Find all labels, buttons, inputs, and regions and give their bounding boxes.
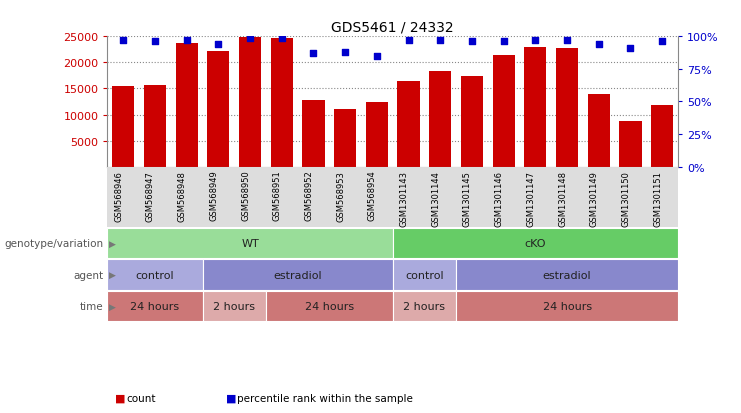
Point <box>402 38 414 44</box>
Bar <box>556 49 578 167</box>
Point <box>244 35 256 42</box>
Text: GSM568953: GSM568953 <box>336 170 345 221</box>
Point <box>276 35 288 42</box>
Text: GSM1301143: GSM1301143 <box>399 170 408 226</box>
Bar <box>112 87 134 167</box>
Text: WT: WT <box>242 238 259 249</box>
Title: GDS5461 / 24332: GDS5461 / 24332 <box>331 21 454 35</box>
Point <box>117 38 129 44</box>
Text: GSM1301150: GSM1301150 <box>622 170 631 226</box>
Text: agent: agent <box>73 270 104 280</box>
Text: GSM1301144: GSM1301144 <box>431 170 440 226</box>
Text: GSM568946: GSM568946 <box>114 170 123 221</box>
Point <box>371 53 383 60</box>
Text: GSM1301147: GSM1301147 <box>526 170 535 226</box>
Bar <box>651 106 674 167</box>
Text: GSM1301148: GSM1301148 <box>558 170 567 226</box>
Point <box>625 45 637 52</box>
Text: count: count <box>126 393 156 403</box>
Bar <box>366 103 388 167</box>
Text: 2 hours: 2 hours <box>403 301 445 311</box>
Point <box>434 38 446 44</box>
Text: 2 hours: 2 hours <box>213 301 255 311</box>
Text: 24 hours: 24 hours <box>130 301 179 311</box>
Bar <box>239 38 261 167</box>
Text: control: control <box>136 270 174 280</box>
Point <box>466 39 478 46</box>
Bar <box>393 291 456 321</box>
Text: GSM568948: GSM568948 <box>178 170 187 221</box>
Text: GSM568950: GSM568950 <box>241 170 250 221</box>
Point <box>149 39 161 46</box>
Point <box>498 39 510 46</box>
Bar <box>429 71 451 167</box>
Bar <box>619 122 642 167</box>
Point <box>561 38 573 44</box>
Bar <box>176 43 198 167</box>
Text: GSM568951: GSM568951 <box>273 170 282 221</box>
Text: GSM1301151: GSM1301151 <box>653 170 662 226</box>
Bar <box>207 52 230 167</box>
Point <box>657 39 668 46</box>
Bar <box>588 95 610 167</box>
Bar <box>456 260 678 290</box>
Bar <box>202 260 393 290</box>
Bar <box>493 55 515 167</box>
Point <box>181 38 193 44</box>
Text: GSM568954: GSM568954 <box>368 170 377 221</box>
Bar <box>302 101 325 167</box>
Bar <box>107 260 202 290</box>
Point <box>213 42 225 48</box>
Text: percentile rank within the sample: percentile rank within the sample <box>237 393 413 403</box>
Text: ■: ■ <box>226 393 236 403</box>
Text: GSM1301146: GSM1301146 <box>495 170 504 226</box>
Text: GSM568952: GSM568952 <box>305 170 313 221</box>
Bar <box>456 291 678 321</box>
Text: 24 hours: 24 hours <box>542 301 591 311</box>
Text: GSM568949: GSM568949 <box>210 170 219 221</box>
Text: GSM568947: GSM568947 <box>146 170 155 221</box>
Text: genotype/variation: genotype/variation <box>4 238 104 249</box>
Bar <box>107 291 202 321</box>
Bar <box>525 47 546 167</box>
Bar <box>266 291 393 321</box>
Point <box>593 42 605 48</box>
Bar <box>334 110 356 167</box>
Text: time: time <box>80 301 104 311</box>
Bar <box>393 260 456 290</box>
Text: estradiol: estradiol <box>273 270 322 280</box>
Point <box>529 38 541 44</box>
Bar <box>202 291 266 321</box>
Bar <box>461 77 483 167</box>
Text: ▶: ▶ <box>109 271 116 279</box>
Bar <box>144 86 166 167</box>
Point <box>308 51 319 57</box>
Text: cKO: cKO <box>525 238 546 249</box>
Text: GSM1301149: GSM1301149 <box>590 170 599 226</box>
Point <box>339 50 351 56</box>
Text: control: control <box>405 270 444 280</box>
Text: ▶: ▶ <box>109 302 116 311</box>
Text: 24 hours: 24 hours <box>305 301 354 311</box>
Bar <box>107 228 393 259</box>
Bar <box>397 81 419 167</box>
Text: ▶: ▶ <box>109 239 116 248</box>
Text: ■: ■ <box>115 393 125 403</box>
Text: GSM1301145: GSM1301145 <box>463 170 472 226</box>
Bar <box>393 228 678 259</box>
Bar <box>270 39 293 167</box>
Text: estradiol: estradiol <box>542 270 591 280</box>
